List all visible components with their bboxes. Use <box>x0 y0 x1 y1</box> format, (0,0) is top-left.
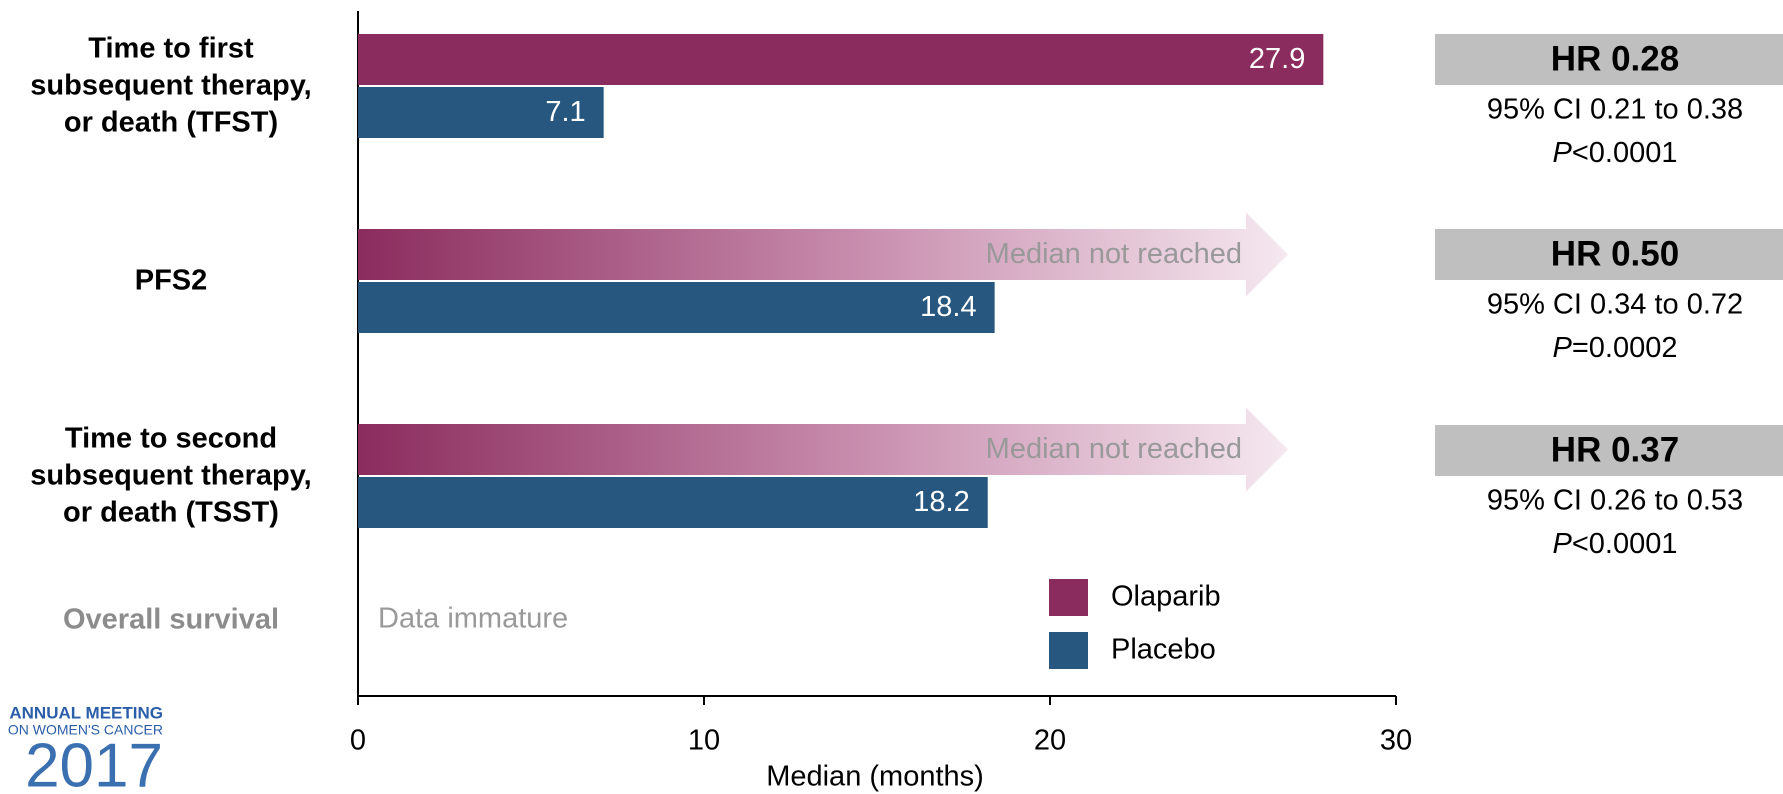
legend-label: Olaparib <box>1111 581 1221 613</box>
ci-label: 95% CI 0.34 to 0.72 <box>1487 289 1743 321</box>
ci-label: 95% CI 0.26 to 0.53 <box>1487 485 1743 517</box>
bar <box>358 87 604 138</box>
hr-label: HR 0.37 <box>1551 430 1679 469</box>
value-label: Median not reached <box>986 238 1242 270</box>
bar <box>358 282 995 333</box>
value-label: Median not reached <box>986 433 1242 465</box>
not-reached-arrow <box>358 407 1288 492</box>
p-number: =0.0002 <box>1572 332 1678 364</box>
p-value: P<0.0001 <box>1553 528 1678 560</box>
legend-label: Placebo <box>1111 634 1216 666</box>
p-value: P=0.0002 <box>1553 332 1678 364</box>
legend-swatch <box>1049 632 1088 669</box>
legend-swatch <box>1049 579 1088 616</box>
hr-box <box>1435 229 1783 280</box>
hr-label: HR 0.50 <box>1551 234 1679 273</box>
x-tick-label: 10 <box>688 725 720 757</box>
p-symbol: P <box>1553 137 1573 169</box>
value-label: 18.2 <box>913 486 969 518</box>
logo-line: ANNUAL MEETING <box>9 703 163 722</box>
hr-box <box>1435 425 1783 476</box>
p-number: <0.0001 <box>1572 137 1678 169</box>
ci-label: 95% CI 0.21 to 0.38 <box>1487 94 1743 126</box>
x-tick-label: 20 <box>1034 725 1066 757</box>
logo-year: 2017 <box>25 731 163 794</box>
annotation: Data immature <box>378 603 568 635</box>
p-symbol: P <box>1553 528 1573 560</box>
x-axis-label: Median (months) <box>766 761 984 793</box>
value-label: 7.1 <box>545 96 585 128</box>
p-number: <0.0001 <box>1572 528 1678 560</box>
category-label: PFS2 <box>134 264 208 297</box>
p-value: P<0.0001 <box>1553 137 1678 169</box>
category-label: Overall survival <box>62 603 280 636</box>
x-tick-label: 30 <box>1380 725 1412 757</box>
hr-box <box>1435 34 1783 85</box>
logo-line: ON WOMEN'S CANCER <box>8 722 163 738</box>
value-label: 18.4 <box>920 291 976 323</box>
bar <box>358 34 1324 85</box>
category-label: Time to second subsequent therapy, or de… <box>30 422 312 529</box>
value-label: 27.9 <box>1249 43 1305 75</box>
hr-label: HR 0.28 <box>1551 39 1679 78</box>
bar <box>358 477 988 528</box>
p-symbol: P <box>1553 332 1573 364</box>
x-tick-label: 0 <box>350 725 366 757</box>
not-reached-arrow <box>358 212 1288 297</box>
category-label: Time to first subsequent therapy, or dea… <box>30 32 312 139</box>
